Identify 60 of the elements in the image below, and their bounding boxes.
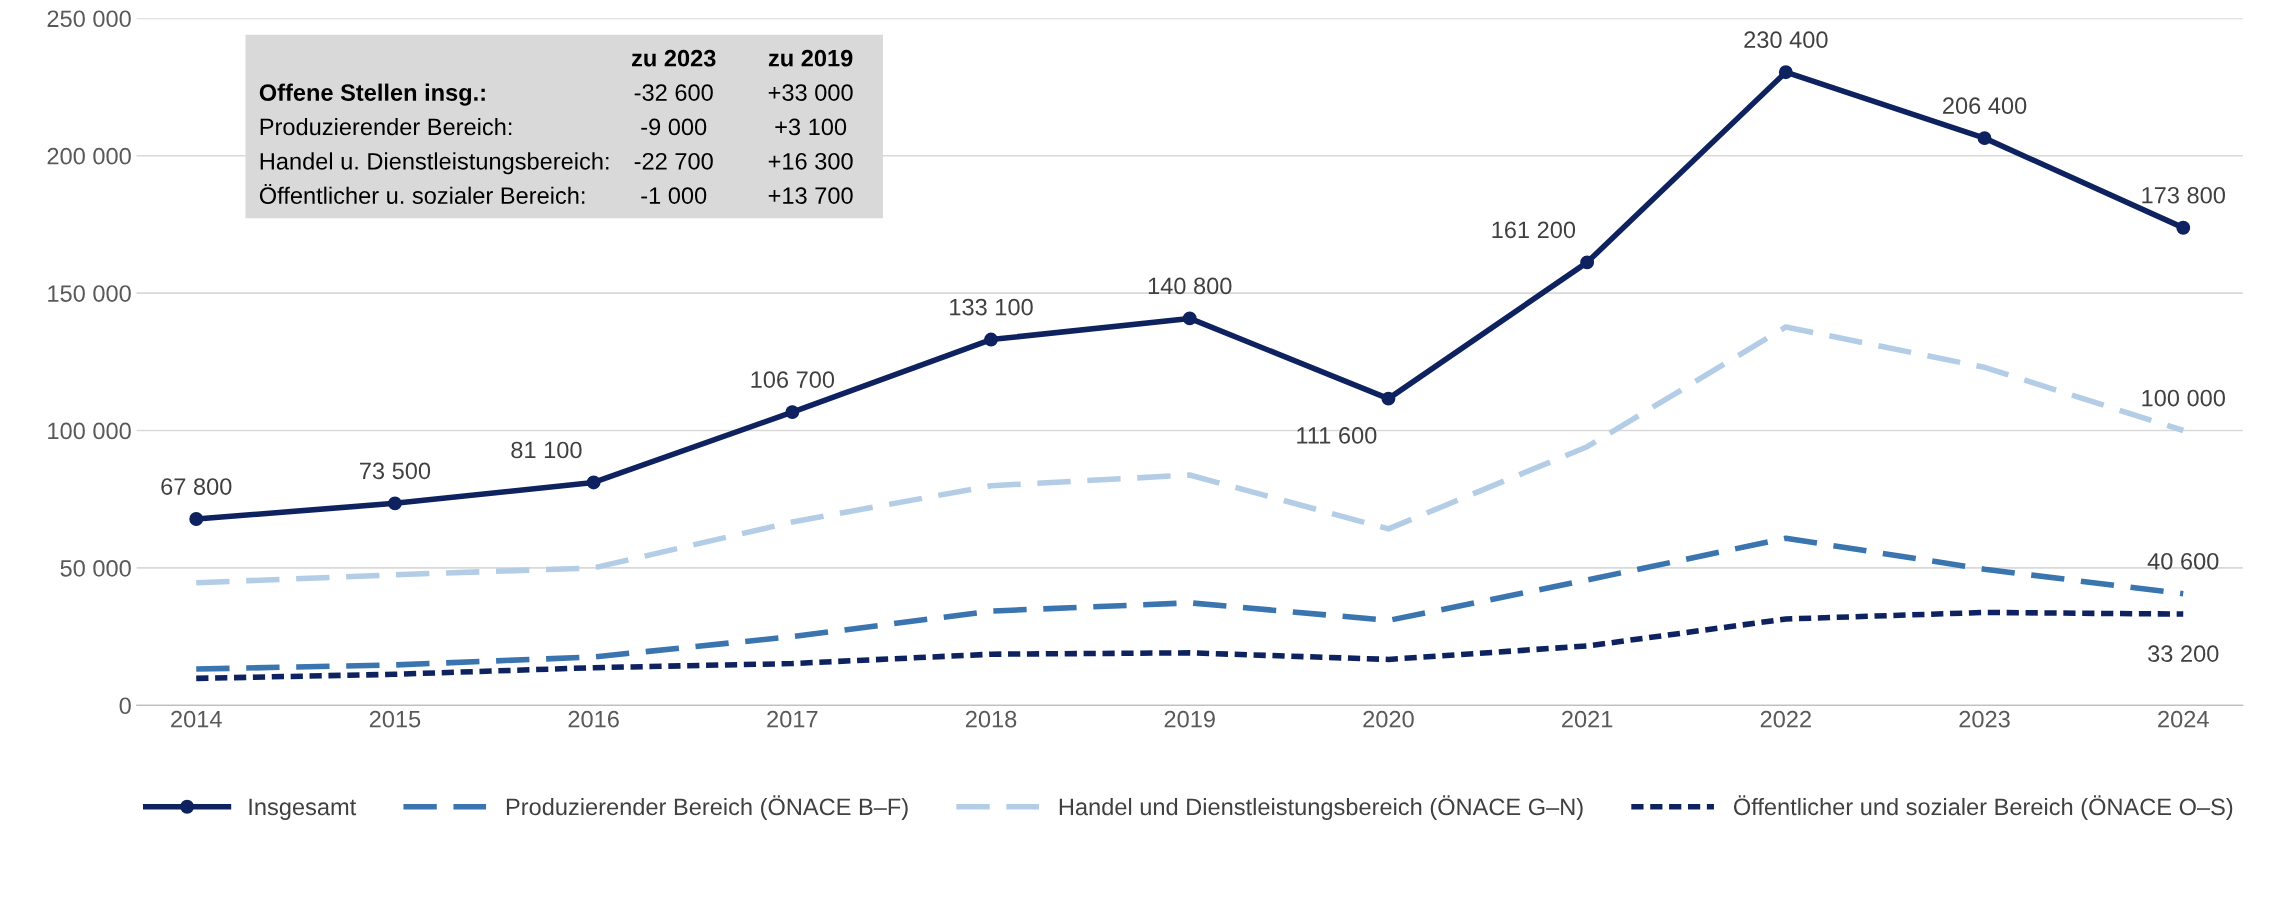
x-tick-label: 2020 [1363, 710, 1414, 728]
x-tick-label: 2022 [1760, 710, 1811, 728]
data-label: 73 500 [360, 462, 431, 480]
legend-label: Insgesamt [249, 798, 357, 820]
data-label: 33 200 [2148, 645, 2219, 662]
x-tick-label: 2024 [2158, 710, 2209, 728]
point [1580, 255, 1595, 270]
y-tick-label: 0 [119, 697, 131, 715]
annotation: +3 100 [775, 118, 847, 136]
annotation: Offene Stellen insg.: [259, 83, 485, 106]
data-label: 81 100 [511, 441, 582, 459]
point [1778, 65, 1793, 80]
annotation: zu 2023 [632, 49, 716, 67]
data-label: 106 700 [751, 371, 835, 388]
x-tick-label: 2017 [767, 710, 818, 728]
annotation: Produzierender Bereich: [260, 117, 512, 136]
y-tick-label: 250 000 [47, 10, 131, 28]
data-label: 133 100 [950, 298, 1033, 316]
point [387, 496, 402, 511]
legend-label: Produzierender Bereich (ÖNACE B–F) [506, 795, 908, 820]
annotation: zu 2019 [768, 49, 853, 67]
annotation: -32 600 [634, 84, 713, 101]
y-tick-label: 150 000 [48, 285, 131, 302]
annotation: -1 000 [641, 187, 707, 204]
point [1977, 131, 1992, 146]
data-label: 40 600 [2147, 552, 2219, 570]
x-tick-label: 2014 [171, 710, 222, 728]
annotation: Handel u. Dienstleistungsbereich: [260, 152, 609, 175]
point [1182, 311, 1197, 326]
x-tick-label: 2019 [1164, 710, 1215, 728]
x-tick-label: 2018 [965, 710, 1017, 728]
annotation: +33 000 [768, 84, 853, 101]
legend-label: Handel und Dienstleistungsbereich (ÖNACE G–N) [1059, 795, 1583, 820]
data-label: 67 800 [161, 478, 232, 495]
y-tick-label: 50 000 [60, 559, 131, 577]
point [189, 512, 204, 526]
annotation: +16 300 [768, 152, 853, 170]
annotation: -22 700 [634, 152, 713, 170]
point [984, 332, 998, 347]
point [785, 405, 800, 420]
legend-label: Öffentlicher und sozialer Bereich (ÖNACE O–S) [1733, 795, 2233, 820]
data-label: 111 600 [1297, 427, 1377, 444]
x-tick-label: 2021 [1562, 710, 1613, 728]
annotation: Öffentlicher u. sozialer Bereich: [259, 183, 585, 204]
data-label: 206 400 [1943, 97, 2027, 115]
y-tick-label: 100 000 [48, 422, 131, 440]
x-tick-label: 2023 [1959, 710, 2010, 728]
point [586, 475, 601, 490]
y-tick-label: 200 000 [47, 147, 131, 165]
x-tick-label: 2015 [369, 710, 421, 728]
data-label: 173 800 [2142, 186, 2225, 204]
x-tick-label: 2016 [568, 710, 619, 728]
data-label: 230 400 [1744, 31, 1828, 49]
data-label: 100 000 [2142, 389, 2225, 407]
data-label: 161 200 [1492, 221, 1576, 239]
data-label: 140 800 [1148, 277, 1232, 295]
annotation: -9 000 [641, 118, 707, 136]
point [2176, 220, 2191, 235]
point [1381, 391, 1396, 406]
annotation: +13 700 [768, 187, 853, 204]
